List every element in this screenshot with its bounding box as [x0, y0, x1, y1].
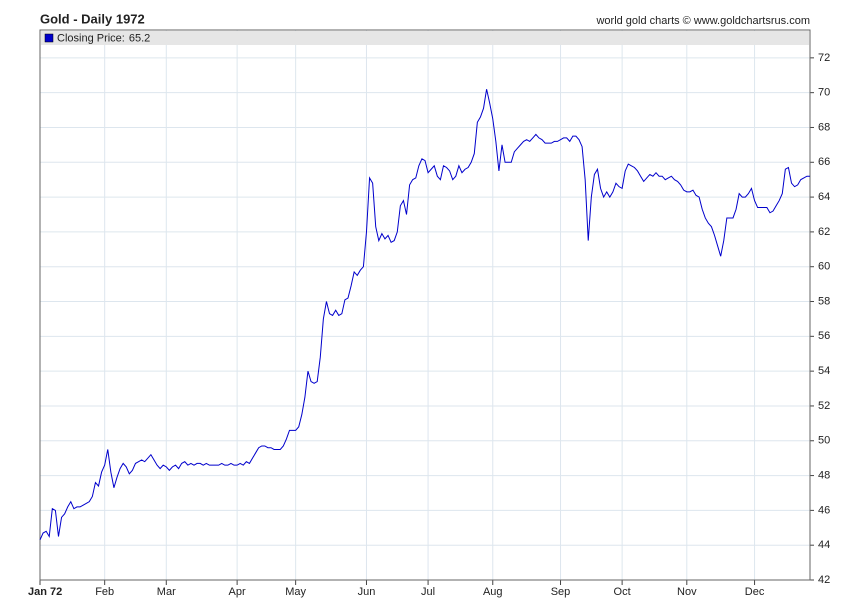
y-tick-label: 68 — [818, 121, 830, 133]
x-tick-label: Jun — [358, 586, 376, 598]
legend-last-value: 65.2 — [129, 32, 150, 44]
price-line — [39, 89, 810, 541]
y-tick-label: 62 — [818, 226, 830, 238]
y-tick-label: 56 — [818, 330, 830, 342]
y-tick-label: 50 — [818, 435, 830, 447]
plot-area — [40, 30, 810, 580]
y-tick-label: 64 — [818, 191, 830, 203]
y-tick-label: 72 — [818, 52, 830, 64]
y-tick-label: 66 — [818, 156, 830, 168]
y-tick-label: 42 — [818, 574, 830, 586]
x-tick-label: Sep — [551, 586, 571, 598]
legend-bar — [41, 31, 809, 45]
y-tick-label: 70 — [818, 87, 830, 99]
y-tick-label: 54 — [818, 365, 830, 377]
x-tick-label: Jan 72 — [28, 586, 62, 598]
x-tick-label: Dec — [745, 586, 765, 598]
x-tick-label: Jul — [421, 586, 435, 598]
legend-swatch — [44, 33, 54, 43]
y-tick-label: 44 — [818, 539, 830, 551]
legend-entry: Closing Price: 65.2 — [57, 32, 150, 44]
credit: world gold charts © www.goldchartsrus.co… — [595, 15, 810, 27]
x-tick-label: Apr — [229, 586, 246, 598]
x-tick-label: Oct — [614, 586, 631, 598]
x-tick-label: Aug — [483, 586, 503, 598]
x-tick-label: Feb — [95, 586, 114, 598]
x-tick-label: Mar — [157, 586, 176, 598]
y-tick-label: 58 — [818, 295, 830, 307]
x-tick-label: Nov — [677, 586, 697, 598]
y-tick-label: 46 — [818, 504, 830, 516]
y-tick-label: 52 — [818, 400, 830, 412]
x-tick-label: May — [285, 586, 306, 598]
legend-name: Closing Price: — [57, 32, 125, 44]
y-tick-label: 48 — [818, 469, 830, 481]
y-tick-label: 60 — [818, 261, 830, 273]
plot-border — [39, 29, 811, 581]
chart-title: Gold - Daily 1972 — [40, 11, 145, 26]
